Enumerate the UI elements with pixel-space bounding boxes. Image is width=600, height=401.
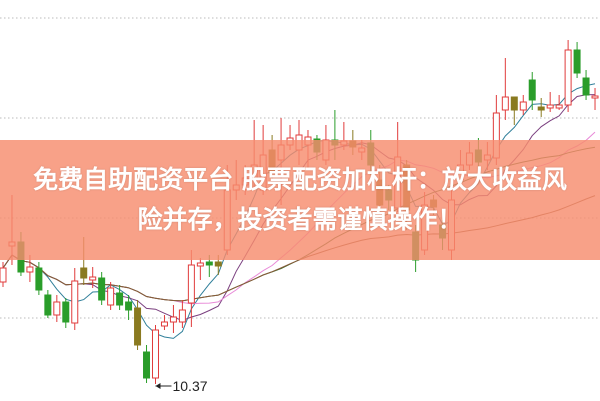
candle — [89, 267, 97, 288]
candle — [178, 300, 186, 328]
candle-body — [196, 262, 204, 267]
candle-body — [71, 280, 79, 324]
candle-body — [510, 96, 518, 111]
candle-body — [143, 351, 151, 379]
candle-body — [214, 261, 222, 267]
candle — [582, 70, 590, 100]
candle — [510, 96, 518, 125]
candle-body — [80, 267, 88, 279]
candle — [546, 92, 554, 112]
candle — [151, 325, 159, 384]
candle-body — [62, 301, 70, 323]
candle — [44, 290, 52, 318]
candle — [160, 315, 168, 330]
candle — [573, 42, 581, 78]
candle — [528, 72, 536, 110]
candle-body — [134, 307, 142, 346]
candle — [53, 295, 61, 322]
candle-body — [89, 276, 97, 281]
candle-body — [98, 277, 106, 301]
candle-body — [178, 309, 186, 323]
candle — [35, 262, 43, 295]
candle-body — [151, 329, 159, 379]
candle-body — [582, 77, 590, 96]
candle — [537, 98, 545, 117]
candle-body — [169, 316, 177, 323]
candle-body — [116, 292, 124, 306]
candle-body — [564, 49, 572, 106]
headline-line-1: 免费自助配资平台 股票配资加杠杆：放大收益风 — [33, 165, 567, 194]
candle — [555, 95, 563, 110]
candle-body — [537, 106, 545, 111]
candle-body — [546, 104, 554, 109]
candle-body — [26, 266, 34, 273]
candle-body — [160, 321, 168, 327]
candle — [0, 262, 7, 287]
candle — [591, 88, 599, 110]
candle — [62, 298, 70, 328]
min-annotation: 10.37 — [155, 378, 208, 394]
candle — [519, 95, 527, 115]
candle — [169, 305, 177, 333]
candle-body — [205, 261, 213, 266]
candle — [116, 285, 124, 310]
candle-body — [519, 101, 527, 111]
candle-body — [573, 49, 581, 74]
candle — [196, 258, 204, 280]
candle-body — [125, 301, 133, 311]
candle — [501, 58, 509, 120]
candle-body — [555, 104, 563, 109]
candle-body — [35, 267, 43, 291]
headline-banner: 免费自助配资平台 股票配资加杠杆：放大收益风 险并存，投资者需谨慎操作！ — [0, 140, 600, 260]
candle-body — [501, 96, 509, 111]
candle-body — [187, 264, 195, 304]
min-arrow-head — [155, 383, 161, 389]
candle — [125, 295, 133, 320]
candle-body — [0, 267, 7, 283]
headline-line-2: 险并存，投资者需谨慎操作！ — [137, 205, 463, 234]
candle-body — [44, 294, 52, 316]
candle — [107, 282, 115, 310]
candle — [71, 268, 79, 330]
candle — [134, 300, 142, 350]
candle — [98, 272, 106, 305]
candle — [187, 250, 195, 327]
candle-body — [53, 301, 61, 316]
min-price-label: 10.37 — [172, 378, 207, 394]
candle — [143, 345, 151, 383]
candle-body — [107, 287, 115, 306]
candle — [564, 40, 572, 112]
candle-body — [591, 95, 599, 99]
candle-body — [528, 79, 536, 101]
